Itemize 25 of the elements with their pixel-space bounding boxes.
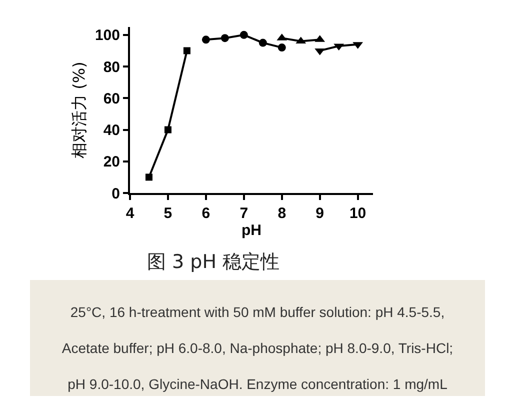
y-tick-label: 0: [112, 185, 120, 202]
y-axis-title: 相对活力 (%): [69, 62, 88, 158]
point: [240, 30, 248, 39]
x-tick-label: 10: [349, 205, 366, 222]
x-tick-label: 8: [278, 205, 286, 222]
x-tick-label: 6: [202, 205, 210, 222]
point: [202, 36, 210, 44]
y-tick-label: 80: [103, 58, 120, 76]
point: [220, 34, 229, 42]
x-tick-label: 5: [164, 205, 172, 222]
point: [278, 44, 286, 52]
y-tick-label: 100: [94, 27, 120, 44]
y-tick-label: 20: [103, 154, 120, 171]
point: [164, 126, 172, 134]
caption: 图 3 pH 稳定性: [147, 250, 280, 275]
point: [145, 174, 152, 181]
x-tick-label: 4: [126, 205, 135, 222]
x-axis-title: pH: [242, 222, 262, 239]
point: [183, 47, 190, 54]
note-box: 25°C, 16 h-treatment with 50 mM buffer solution: pH 4.5-5.5, Acetate buffer; pH 6.0-8.0, Na-phosphate; pH 8.0-9.0, Tris-HCl; pH 9.0-10.0, Glycine-NaOH. Enzyme concentration: 1 mg/mL: [30, 280, 485, 396]
x-tick-label: 7: [240, 205, 248, 222]
y-tick-label: 60: [103, 90, 120, 108]
point: [258, 38, 267, 47]
x-tick-label: 9: [316, 205, 324, 222]
y-tick-label: 40: [103, 122, 120, 140]
